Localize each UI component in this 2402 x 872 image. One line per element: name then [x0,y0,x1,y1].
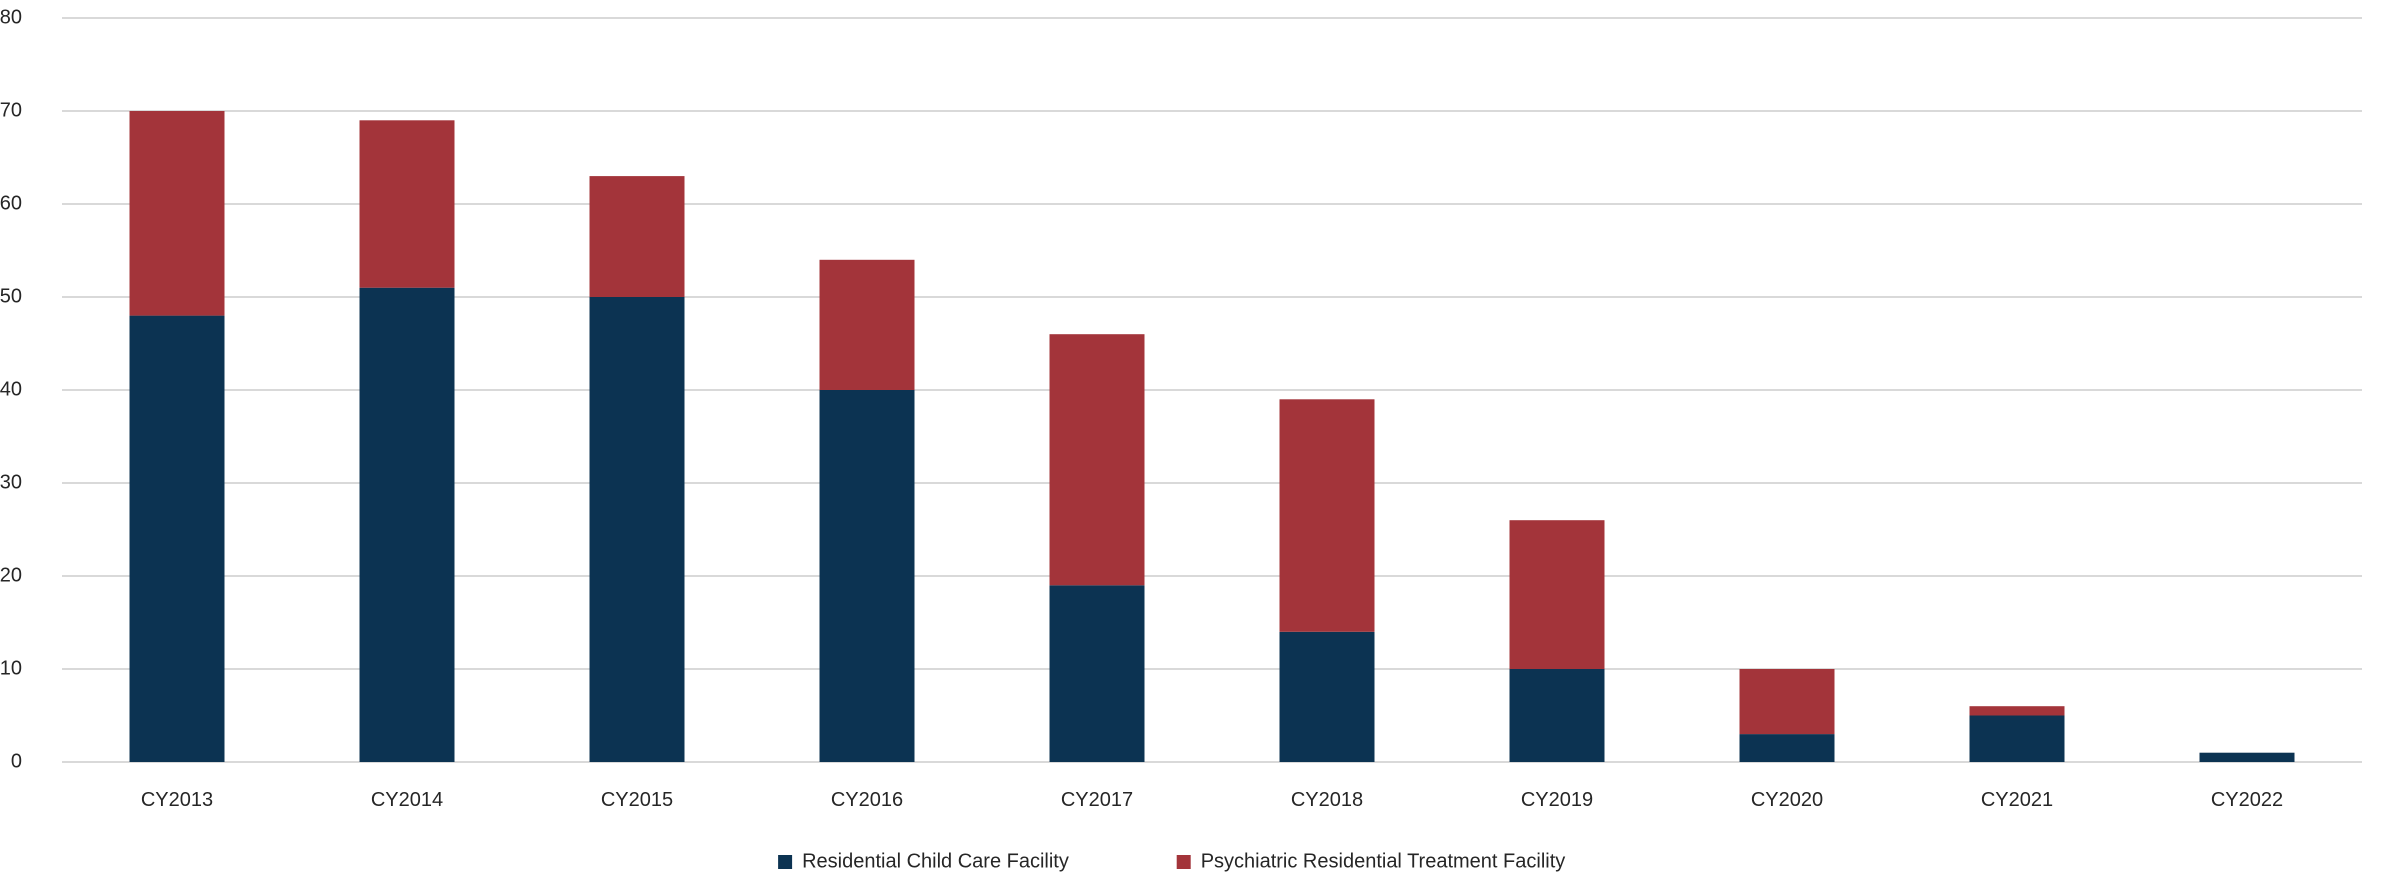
x-tick-label: CY2020 [1751,789,1823,811]
bar-residential-child-care [2199,752,2295,762]
x-tick-label: CY2015 [601,789,673,811]
x-tick-label: CY2022 [2211,789,2283,811]
bar-psychiatric-residential-treatment [129,111,225,316]
bar-psychiatric-residential-treatment [819,259,915,390]
y-tick-label: 50 [0,285,22,307]
x-tick-label: CY2016 [831,789,903,811]
bar-psychiatric-residential-treatment [1509,520,1605,669]
bar-residential-child-care [1969,715,2065,762]
bar-psychiatric-residential-treatment [1049,334,1145,586]
legend-label: Residential Child Care Facility [802,850,1069,872]
y-tick-label: 0 [11,750,22,772]
bar-psychiatric-residential-treatment [1279,399,1375,632]
x-tick-label: CY2019 [1521,789,1593,811]
legend-label: Psychiatric Residential Treatment Facili… [1201,850,1566,872]
legend: Residential Child Care Facility Psychiatr… [778,850,1565,872]
y-tick-label: 60 [0,192,22,214]
y-tick-label: 70 [0,99,22,121]
bar-residential-child-care [1279,631,1375,762]
bar-residential-child-care [1049,585,1145,762]
bar-psychiatric-residential-treatment [359,120,455,288]
y-tick-label: 20 [0,564,22,586]
bar-psychiatric-residential-treatment [1969,706,2065,716]
bar-residential-child-care [819,390,915,762]
bar-residential-child-care [359,287,455,762]
x-tick-label: CY2014 [371,789,443,811]
y-tick-label: 10 [0,657,22,679]
legend-swatch [1176,855,1191,869]
bar-psychiatric-residential-treatment [589,176,685,297]
y-tick-label: 30 [0,471,22,493]
bar-psychiatric-residential-treatment [1739,669,1835,735]
bar-residential-child-care [129,315,225,762]
x-tick-label: CY2013 [141,789,213,811]
bar-residential-child-care [1509,669,1605,762]
y-tick-label: 80 [0,6,22,28]
bar-residential-child-care [1739,734,1835,762]
x-axis: CY2013 CY2014 CY2015 CY2016 CY2017 CY2018 CY20… [141,789,2283,811]
bars [129,111,2295,762]
x-tick-label: CY2017 [1061,789,1133,811]
y-tick-label: 40 [0,378,22,400]
legend-swatch [778,855,793,869]
bar-residential-child-care [589,297,685,762]
y-axis: 0 10 20 30 40 50 60 70 80 [0,6,22,772]
x-tick-label: CY2021 [1981,789,2053,811]
x-tick-label: CY2018 [1291,789,1363,811]
